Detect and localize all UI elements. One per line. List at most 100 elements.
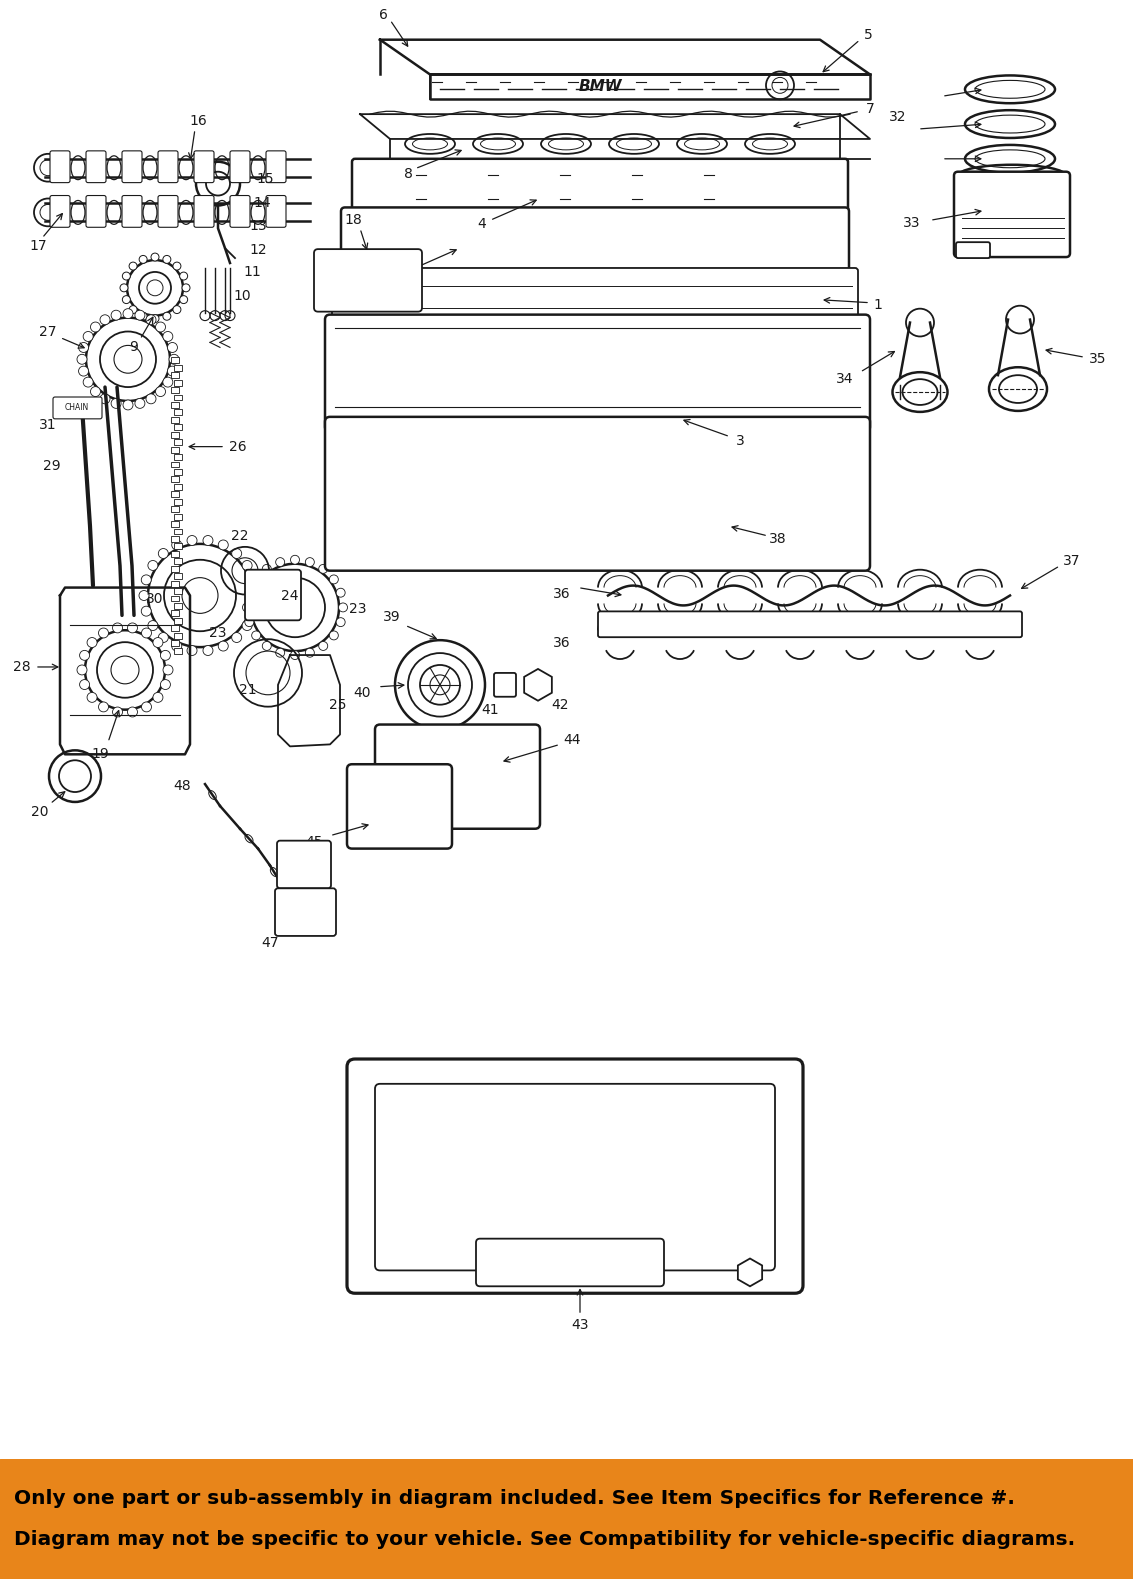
Circle shape	[163, 377, 173, 387]
Circle shape	[77, 665, 87, 674]
Circle shape	[417, 756, 425, 764]
FancyBboxPatch shape	[352, 159, 847, 216]
Circle shape	[159, 548, 169, 559]
Circle shape	[318, 641, 327, 651]
Text: 36: 36	[553, 636, 571, 651]
Circle shape	[275, 649, 284, 657]
Text: 23: 23	[210, 627, 227, 639]
Circle shape	[163, 256, 171, 264]
FancyBboxPatch shape	[157, 152, 178, 183]
Circle shape	[151, 314, 159, 322]
Circle shape	[173, 262, 181, 270]
Bar	[171, 625, 179, 632]
Circle shape	[460, 808, 468, 816]
Text: 6: 6	[378, 8, 387, 22]
Circle shape	[100, 393, 110, 404]
Circle shape	[489, 772, 497, 780]
Circle shape	[142, 575, 152, 584]
Circle shape	[79, 679, 90, 690]
Circle shape	[485, 788, 493, 796]
Text: Only one part or sub-assembly in diagram included. See Item Specifics for Refere: Only one part or sub-assembly in diagram…	[14, 1489, 1014, 1508]
Circle shape	[290, 651, 299, 660]
Text: 14: 14	[253, 196, 271, 210]
Circle shape	[330, 632, 339, 639]
Text: 28: 28	[14, 660, 31, 674]
Bar	[174, 379, 182, 385]
Text: 26: 26	[229, 439, 247, 453]
Circle shape	[262, 564, 271, 573]
Circle shape	[219, 540, 228, 549]
Text: 35: 35	[1089, 352, 1107, 366]
Circle shape	[305, 649, 314, 657]
Circle shape	[275, 557, 284, 567]
Circle shape	[155, 387, 165, 396]
Text: 27: 27	[40, 325, 57, 339]
FancyBboxPatch shape	[230, 196, 250, 227]
FancyBboxPatch shape	[266, 196, 286, 227]
Circle shape	[139, 591, 150, 600]
Circle shape	[83, 377, 93, 387]
Text: 33: 33	[903, 216, 921, 231]
Text: 18: 18	[344, 213, 361, 227]
Circle shape	[83, 332, 93, 341]
Bar	[174, 633, 182, 638]
FancyBboxPatch shape	[122, 152, 142, 183]
FancyBboxPatch shape	[50, 196, 70, 227]
Circle shape	[203, 535, 213, 545]
Circle shape	[87, 693, 97, 703]
Bar	[174, 587, 182, 594]
FancyBboxPatch shape	[314, 249, 421, 311]
Text: 46: 46	[279, 897, 297, 910]
Text: 19: 19	[91, 747, 109, 761]
Bar	[171, 491, 179, 497]
Bar	[171, 507, 179, 512]
FancyBboxPatch shape	[53, 396, 102, 418]
Circle shape	[129, 262, 137, 270]
Circle shape	[231, 548, 241, 559]
Bar	[171, 581, 179, 586]
Bar	[174, 559, 182, 564]
Circle shape	[77, 354, 87, 365]
Text: 23: 23	[349, 603, 367, 616]
Circle shape	[142, 606, 152, 616]
Circle shape	[180, 272, 188, 279]
Text: 2: 2	[402, 265, 411, 279]
Circle shape	[148, 621, 157, 630]
Circle shape	[318, 564, 327, 573]
Bar	[171, 431, 179, 437]
Bar	[174, 529, 182, 534]
Bar	[174, 513, 182, 519]
Bar	[171, 639, 179, 646]
Bar	[171, 565, 179, 572]
Bar	[171, 357, 179, 363]
Circle shape	[120, 284, 128, 292]
FancyBboxPatch shape	[157, 196, 178, 227]
Circle shape	[417, 788, 425, 796]
Circle shape	[242, 561, 253, 570]
Circle shape	[249, 606, 258, 616]
Text: 41: 41	[482, 703, 499, 717]
FancyBboxPatch shape	[494, 673, 516, 696]
Text: 47: 47	[262, 936, 279, 951]
Circle shape	[159, 633, 169, 643]
Text: 22: 22	[231, 529, 249, 543]
Text: 24: 24	[281, 589, 299, 603]
Text: 30: 30	[146, 592, 164, 606]
Circle shape	[290, 556, 299, 564]
Circle shape	[153, 638, 163, 647]
Circle shape	[475, 742, 483, 750]
Text: 7: 7	[866, 103, 875, 117]
Bar	[171, 611, 179, 616]
Text: 31: 31	[40, 418, 57, 431]
Circle shape	[163, 665, 173, 674]
Bar	[174, 395, 182, 401]
Circle shape	[111, 398, 121, 409]
FancyBboxPatch shape	[325, 314, 870, 431]
Text: 13: 13	[249, 219, 266, 234]
Circle shape	[330, 575, 339, 584]
Text: 44: 44	[563, 733, 581, 747]
Circle shape	[148, 561, 157, 570]
Text: 20: 20	[32, 805, 49, 820]
Circle shape	[142, 703, 152, 712]
Circle shape	[122, 295, 130, 303]
